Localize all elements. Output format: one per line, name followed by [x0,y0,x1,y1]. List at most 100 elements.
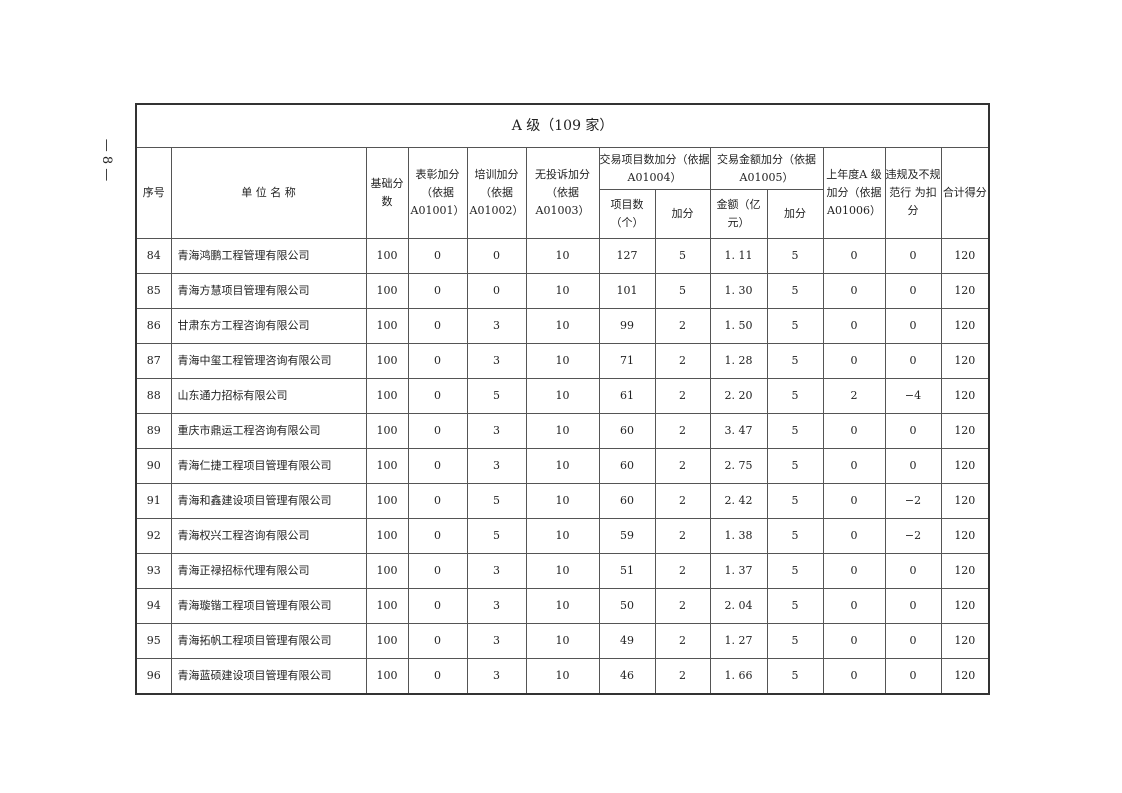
table-cell: 0 [884,588,942,624]
table-cell: 89 [135,413,172,449]
table-row: 94 青海璇锴工程项目管理有限公司 100 0 3 10 50 2 2. 04 5 0 0 120 [135,588,990,624]
table-cell: 0 [822,518,886,554]
table-cell: 0 [884,553,942,589]
header-projcount: 项目数（个） [598,189,656,239]
table-cell: −2 [884,518,942,554]
table-cell: 5 [766,273,824,309]
table-cell: 5 [466,518,527,554]
table-cell: 3 [466,623,527,659]
table-cell: 92 [135,518,172,554]
table-cell: 87 [135,343,172,379]
table-cell: 2. 75 [709,448,768,484]
table-cell: 3 [466,308,527,344]
table-cell: 0 [407,483,468,519]
table-cell: 0 [822,483,886,519]
table-cell: 100 [365,518,409,554]
table-cell: 60 [598,483,656,519]
table-cell: 2 [654,378,711,414]
table-cell: 120 [940,273,990,309]
table-cell: 0 [884,448,942,484]
table-cell: 0 [884,658,942,695]
table-cell: 2 [654,553,711,589]
table-cell: 5 [766,483,824,519]
table-cell: 10 [525,518,600,554]
table-cell: 0 [407,273,468,309]
header-projcount-score: 加分 [654,189,711,239]
table-cell: 5 [466,378,527,414]
table-cell: 120 [940,518,990,554]
table-cell: 95 [135,623,172,659]
table-cell: 3 [466,413,527,449]
table-cell: 0 [884,343,942,379]
table-cell: 10 [525,413,600,449]
table-cell: 100 [365,378,409,414]
table-cell: 0 [822,413,886,449]
header-seq: 序号 [135,147,172,239]
table-cell: 120 [940,623,990,659]
table-cell: 0 [884,238,942,274]
table-cell: 10 [525,343,600,379]
table-cell: 127 [598,238,656,274]
table-cell: 1. 28 [709,343,768,379]
table-cell: 3 [466,588,527,624]
company-name-cell: 青海方慧项目管理有限公司 [170,273,367,309]
table-cell: 10 [525,623,600,659]
company-name-cell: 青海蓝硕建设项目管理有限公司 [170,658,367,695]
table-cell: 1. 30 [709,273,768,309]
table-cell: 101 [598,273,656,309]
header-amount-score: 加分 [766,189,824,239]
table-cell: 120 [940,658,990,695]
table-cell: 60 [598,413,656,449]
table-cell: 0 [407,588,468,624]
table-cell: 90 [135,448,172,484]
table-cell: 0 [822,273,886,309]
header-base: 基础分数 [365,147,409,239]
header-total: 合计得分 [940,147,990,239]
table-cell: 100 [365,623,409,659]
table-cell: 61 [598,378,656,414]
table-cell: 120 [940,413,990,449]
table-cell: 2 [654,413,711,449]
table-cell: 120 [940,448,990,484]
table-row: 93 青海正禄招标代理有限公司 100 0 3 10 51 2 1. 37 5 0 0 120 [135,553,990,589]
company-name-cell: 青海璇锴工程项目管理有限公司 [170,588,367,624]
table-cell: 100 [365,413,409,449]
table-cell: 0 [822,238,886,274]
table-cell: 10 [525,483,600,519]
table-cell: 59 [598,518,656,554]
table-cell: 2 [654,343,711,379]
table-cell: 0 [822,553,886,589]
table-cell: −4 [884,378,942,414]
table-cell: 100 [365,658,409,695]
table-cell: 0 [407,553,468,589]
table-row: 85 青海方慧项目管理有限公司 100 0 0 10 101 5 1. 30 5 0 0 120 [135,273,990,309]
table-cell: 0 [822,623,886,659]
table-cell: 0 [407,518,468,554]
table-row: 84 青海鸿鹏工程管理有限公司 100 0 0 10 127 5 1. 11 5 0 0 120 [135,238,990,274]
table-cell: 0 [884,308,942,344]
table-cell: −2 [884,483,942,519]
table-cell: 91 [135,483,172,519]
table-row: 89 重庆市鼎运工程咨询有限公司 100 0 3 10 60 2 3. 47 5 0 0 120 [135,413,990,449]
table-cell: 120 [940,483,990,519]
table-cell: 99 [598,308,656,344]
table-cell: 93 [135,553,172,589]
table-cell: 2 [654,588,711,624]
table-cell: 5 [654,273,711,309]
table-cell: 0 [407,238,468,274]
table-cell: 120 [940,553,990,589]
table-cell: 120 [940,308,990,344]
header-projcount-group: 交易项目数加分（依据 A01004） [598,147,711,190]
company-name-cell: 青海仁捷工程项目管理有限公司 [170,448,367,484]
table-cell: 1. 50 [709,308,768,344]
header-nocomplaint: 无投诉加分（依据A01003） [525,147,600,239]
table-cell: 2. 42 [709,483,768,519]
table-cell: 1. 27 [709,623,768,659]
table-cell: 5 [766,343,824,379]
table-cell: 10 [525,658,600,695]
table-cell: 0 [822,308,886,344]
company-name-cell: 青海中玺工程管理咨询有限公司 [170,343,367,379]
table-cell: 0 [822,448,886,484]
table-cell: 50 [598,588,656,624]
